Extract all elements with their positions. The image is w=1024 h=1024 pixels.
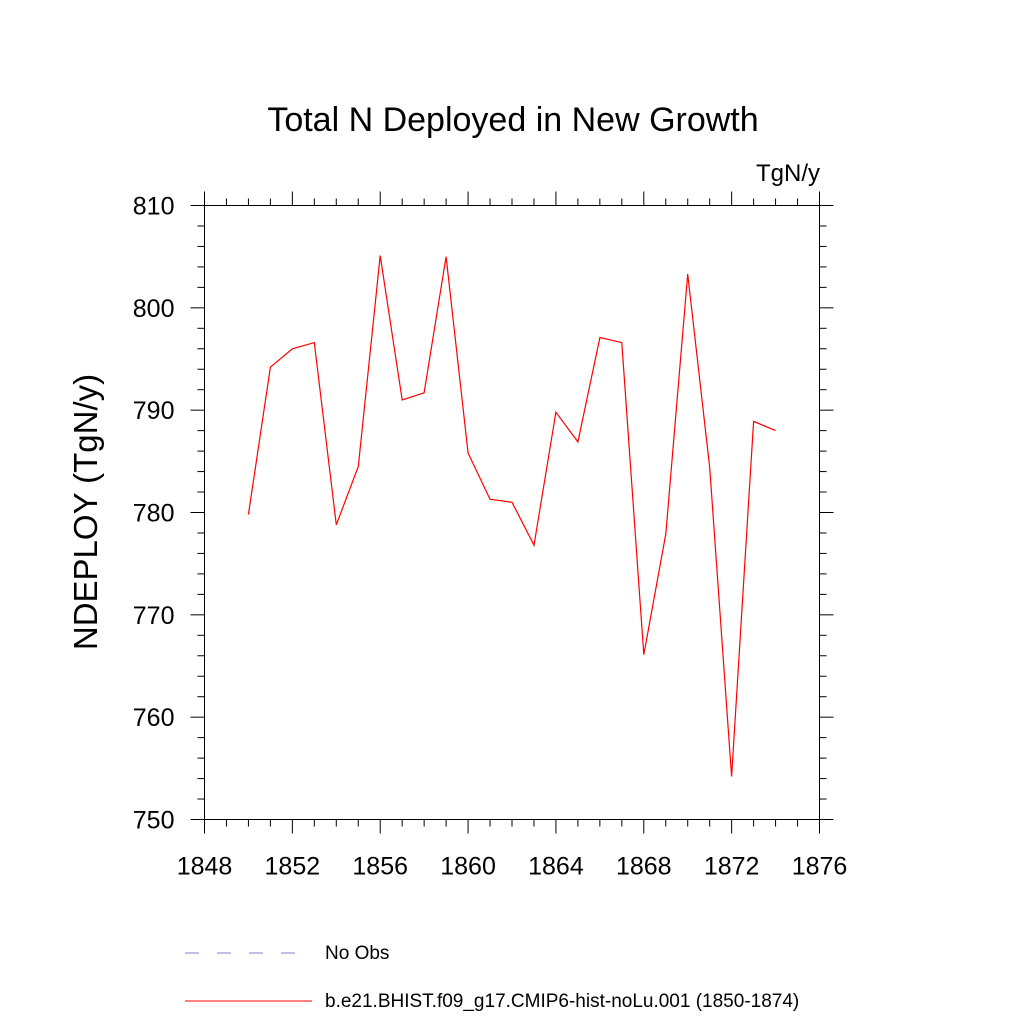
series-layer bbox=[247, 255, 776, 777]
legend-label-model-run: b.e21.BHIST.f09_g17.CMIP6-hist-noLu.001 … bbox=[325, 991, 799, 1012]
y-axis-label: NDEPLOY (TgN/y) bbox=[67, 374, 104, 650]
y-tick-label: 790 bbox=[133, 397, 175, 425]
y-tick-label: 780 bbox=[133, 500, 175, 528]
x-tick-label: 1868 bbox=[616, 853, 672, 881]
y-tick-label: 750 bbox=[133, 807, 175, 835]
x-tick-label: 1876 bbox=[792, 853, 848, 881]
legend-label-no-obs: No Obs bbox=[325, 943, 389, 964]
x-tick-label: 1872 bbox=[704, 853, 760, 881]
axis-ticks: 1848 1852 1856 1860 1864 1868 1872 1876 750 760 77… bbox=[133, 191, 848, 881]
y-tick-label: 800 bbox=[133, 295, 175, 323]
series-line-0 bbox=[247, 255, 776, 777]
x-tick-label: 1864 bbox=[528, 853, 584, 881]
x-tick-label: 1848 bbox=[177, 853, 233, 881]
x-tick-label: 1852 bbox=[265, 853, 321, 881]
y-tick-label: 810 bbox=[133, 193, 175, 221]
plot-frame bbox=[204, 205, 820, 820]
legend: No Obs b.e21.BHIST.f09_g17.CMIP6-hist-no… bbox=[185, 943, 799, 1012]
y-tick-label: 760 bbox=[133, 704, 175, 732]
x-tick-label: 1860 bbox=[440, 853, 496, 881]
x-tick-label: 1856 bbox=[352, 853, 408, 881]
chart-title: Total N Deployed in New Growth bbox=[267, 101, 758, 139]
y-tick-label: 770 bbox=[133, 602, 175, 630]
units-label: TgN/y bbox=[756, 160, 820, 187]
